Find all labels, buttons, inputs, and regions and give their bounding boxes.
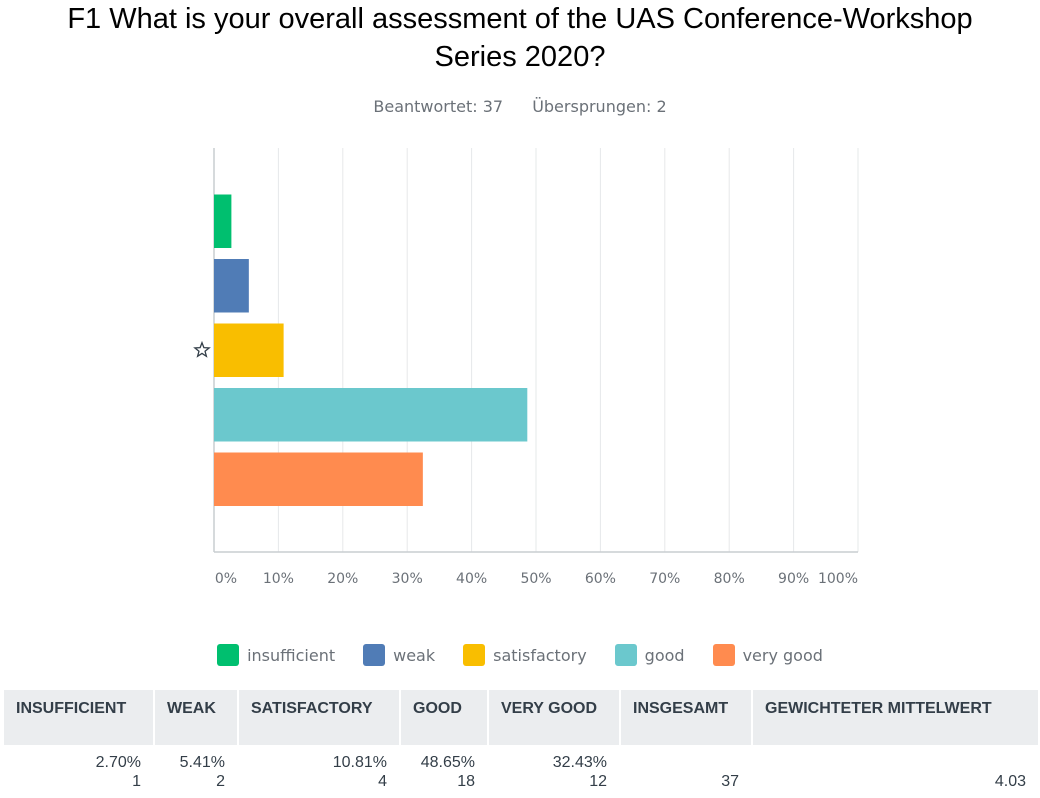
x-tick-label: 20% [327, 571, 358, 587]
x-tick-label: 10% [263, 571, 294, 587]
table-cell: 10.81% 4 [239, 745, 399, 791]
legend-swatch [463, 644, 486, 666]
cell-count: 12 [589, 773, 607, 790]
cell-total: 37 [721, 773, 739, 790]
cell-weighted-mean: 4.03 [994, 773, 1026, 790]
x-tick-label: 30% [392, 571, 423, 587]
legend-item: very good [712, 644, 823, 666]
response-stats: Beantwortet: 37 Übersprungen: 2 [0, 97, 1040, 116]
cell-percent-empty [765, 753, 1026, 772]
legend-label: weak [393, 645, 436, 665]
table-header-cell: WEAK [155, 690, 237, 745]
x-tick-label: 60% [585, 571, 616, 587]
cell-count: 4 [378, 773, 387, 790]
cell-percent: 48.65% [420, 754, 475, 771]
bar-chart: 0% 10% 20% 30% 40% 50% 60% 70% 80% 90% 100% [193, 148, 859, 587]
x-tick-label: 90% [778, 571, 809, 587]
question-title: F1 What is your overall assessment of th… [0, 0, 1040, 76]
results-table: INSUFFICIENT WEAK SATISFACTORY GOOD VERY… [0, 690, 1040, 791]
cell-percent: 10.81% [332, 754, 387, 771]
table-cell: 2.70% 1 [4, 745, 153, 791]
cell-percent-empty [633, 753, 739, 772]
cell-count: 1 [132, 773, 141, 790]
legend-label: good [644, 645, 685, 665]
table-header-cell: INSGESAMT [621, 690, 751, 745]
table-cell: 37 [621, 745, 751, 791]
x-tick-label: 0% [215, 571, 237, 587]
legend-item: satisfactory [463, 644, 587, 666]
bar-very-good [214, 452, 423, 506]
star-outline-icon [193, 340, 211, 358]
question-title-line-2: Series 2020? [434, 41, 606, 73]
legend-label: satisfactory [493, 645, 587, 665]
table-cell: 4.03 [753, 745, 1038, 791]
bar-weak [214, 259, 249, 313]
table-row: 2.70% 1 5.41% 2 10.81% 4 48.65% 18 32.43… [2, 745, 1038, 791]
x-tick-label: 70% [649, 571, 680, 587]
cell-percent: 5.41% [179, 754, 225, 771]
cell-percent: 2.70% [95, 754, 141, 771]
table-header-cell: VERY GOOD [489, 690, 619, 745]
legend-label: very good [742, 645, 823, 665]
table-header-cell: SATISFACTORY [239, 690, 399, 745]
cell-count: 18 [457, 773, 475, 790]
table-cell: 48.65% 18 [401, 745, 487, 791]
legend-item: insufficient [217, 644, 335, 666]
table-cell: 5.41% 2 [155, 745, 237, 791]
legend-item: good [614, 644, 685, 666]
legend-item: weak [363, 644, 435, 666]
chart-legend: insufficient weak satisfactory good very goo… [0, 644, 1040, 666]
cell-percent: 32.43% [552, 754, 607, 771]
table-header-cell: GOOD [401, 690, 487, 745]
bar-satisfactory [214, 323, 284, 377]
bar-good [214, 388, 528, 442]
legend-swatch [712, 644, 735, 666]
cell-count: 2 [216, 773, 225, 790]
legend-swatch [363, 644, 386, 666]
table-cell: 32.43% 12 [489, 745, 619, 791]
table-header-cell: INSUFFICIENT [4, 690, 153, 745]
bar-insufficient [214, 194, 232, 248]
x-tick-label: 80% [714, 571, 745, 587]
skipped-count: Übersprungen: 2 [532, 97, 667, 116]
x-tick-label: 40% [456, 571, 487, 587]
answered-count: Beantwortet: 37 [373, 97, 504, 116]
table-header-row: INSUFFICIENT WEAK SATISFACTORY GOOD VERY… [2, 690, 1038, 745]
table-header-cell: GEWICHTETER MITTELWERT [753, 690, 1038, 745]
legend-label: insufficient [247, 645, 336, 665]
legend-swatch [614, 644, 637, 666]
legend-swatch [217, 644, 240, 666]
question-title-line-1: F1 What is your overall assessment of th… [67, 3, 973, 35]
x-tick-label: 50% [520, 571, 551, 587]
x-tick-label: 100% [818, 571, 858, 587]
